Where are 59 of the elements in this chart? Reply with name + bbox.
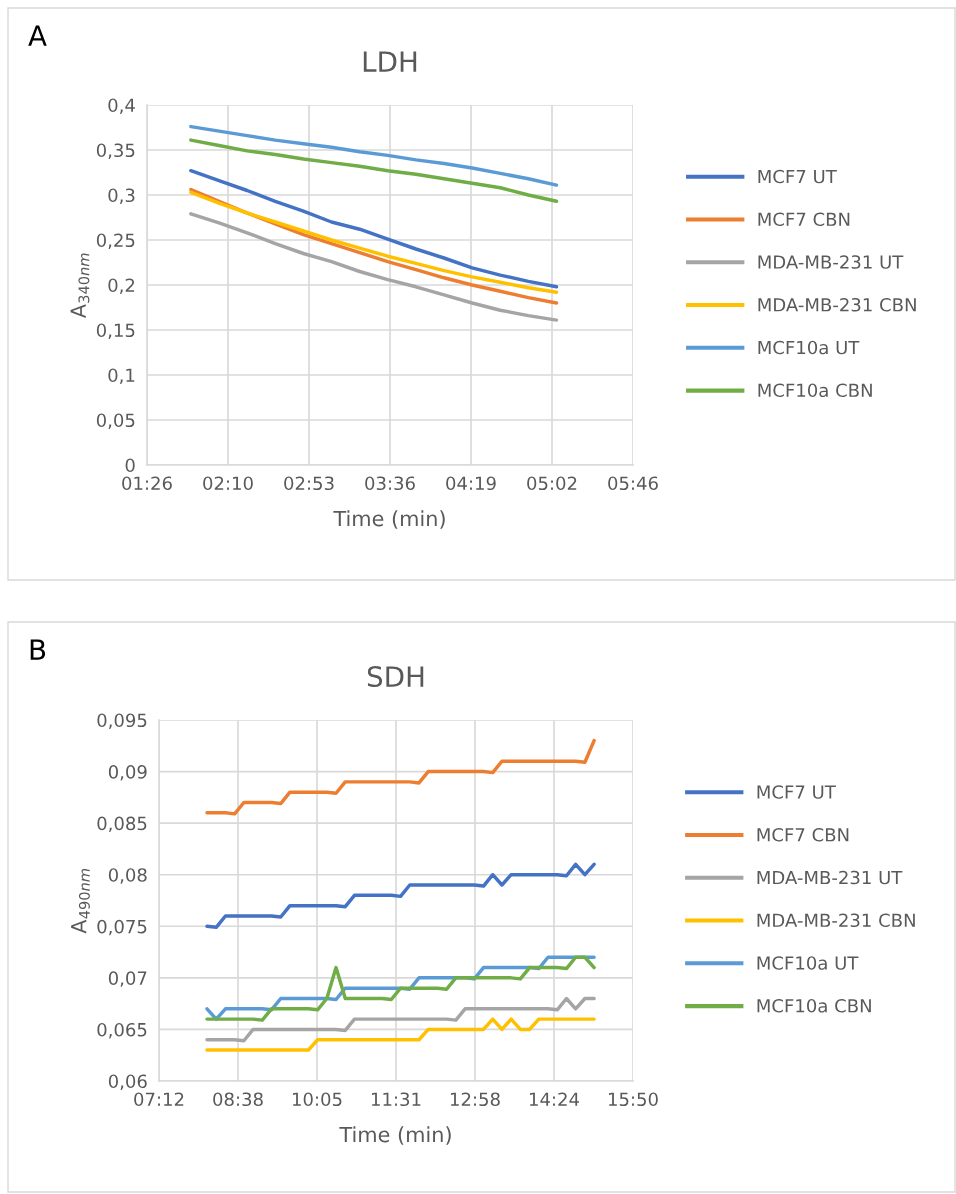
line-series bbox=[189, 138, 559, 204]
x-tick-label: 01:26 bbox=[122, 476, 172, 491]
y-tick-label: 0,075 bbox=[97, 919, 147, 936]
legend-label: MCF7 UT bbox=[758, 169, 837, 184]
line-series bbox=[205, 996, 596, 1043]
legend-label: MCF10a UT bbox=[757, 956, 859, 970]
y-tick-label: 0,05 bbox=[96, 413, 135, 429]
x-tick-label: 14:24 bbox=[529, 1092, 579, 1106]
x-tick-label: 05:46 bbox=[608, 476, 658, 491]
chart-title: SDH bbox=[367, 666, 424, 688]
x-tick-label: 10:05 bbox=[292, 1092, 342, 1107]
line-series bbox=[205, 738, 596, 816]
x-axis-title: Time (min) bbox=[339, 1126, 451, 1145]
legend-label: MCF7 UT bbox=[757, 785, 836, 799]
legend-label: MDA-MB-231 CBN bbox=[757, 913, 915, 928]
line-series bbox=[189, 168, 559, 289]
x-tick-label: 04:19 bbox=[446, 476, 496, 491]
y-tick-label: 0,25 bbox=[96, 233, 135, 249]
x-tick-label: 03:36 bbox=[365, 476, 415, 491]
x-tick-label: 08:38 bbox=[213, 1092, 263, 1107]
y-tick-label: 0,3 bbox=[108, 188, 135, 204]
legend-label: MCF10a CBN bbox=[757, 998, 871, 1013]
y-tick-label: 0,06 bbox=[108, 1074, 147, 1090]
legend-label: MCF10a UT bbox=[758, 340, 860, 355]
y-axis-title: A$_{340nm}$ bbox=[70, 253, 90, 319]
y-tick-label: 0,15 bbox=[96, 323, 135, 339]
legend-label: MDA-MB-231 CBN bbox=[758, 297, 916, 312]
x-tick-label: 12:58 bbox=[450, 1092, 500, 1107]
x-tick-label: 11:31 bbox=[371, 1092, 421, 1107]
y-tick-label: 0,1 bbox=[108, 368, 135, 384]
text: A bbox=[28, 25, 47, 46]
y-tick-label: 0,095 bbox=[97, 713, 147, 729]
legend-label: MCF7 CBN bbox=[757, 827, 849, 842]
line-series bbox=[189, 212, 559, 322]
y-tick-label: 0,09 bbox=[108, 765, 147, 781]
line-series bbox=[205, 1017, 596, 1052]
y-tick-label: 0,07 bbox=[108, 971, 147, 987]
x-axis-title: Time (min) bbox=[333, 510, 445, 529]
legend-label: MCF7 CBN bbox=[758, 212, 850, 227]
x-tick-label: 07:12 bbox=[134, 1092, 184, 1107]
chart-title: LDH bbox=[363, 51, 417, 72]
y-tick-label: 0,4 bbox=[108, 98, 135, 114]
x-tick-label: 15:50 bbox=[608, 1092, 658, 1107]
y-tick-label: 0,35 bbox=[96, 143, 135, 159]
y-tick-label: 0,065 bbox=[97, 1022, 147, 1039]
line-series bbox=[205, 862, 596, 930]
legend-label: MDA-MB-231 UT bbox=[757, 870, 903, 885]
y-tick-label: 0,2 bbox=[108, 278, 135, 294]
x-tick-label: 02:53 bbox=[284, 476, 334, 491]
legend-label: MDA-MB-231 UT bbox=[758, 255, 904, 269]
text: B bbox=[30, 639, 46, 660]
line-series bbox=[189, 124, 559, 187]
x-tick-label: 02:10 bbox=[203, 476, 253, 491]
y-axis-title: A$_{490nm}$ bbox=[71, 868, 90, 934]
y-tick-label: 0,08 bbox=[108, 868, 147, 884]
y-tick-label: 0 bbox=[125, 458, 135, 473]
legend-label: MCF10a CBN bbox=[758, 383, 872, 398]
x-tick-label: 05:02 bbox=[527, 476, 577, 491]
y-tick-label: 0,085 bbox=[97, 816, 147, 833]
